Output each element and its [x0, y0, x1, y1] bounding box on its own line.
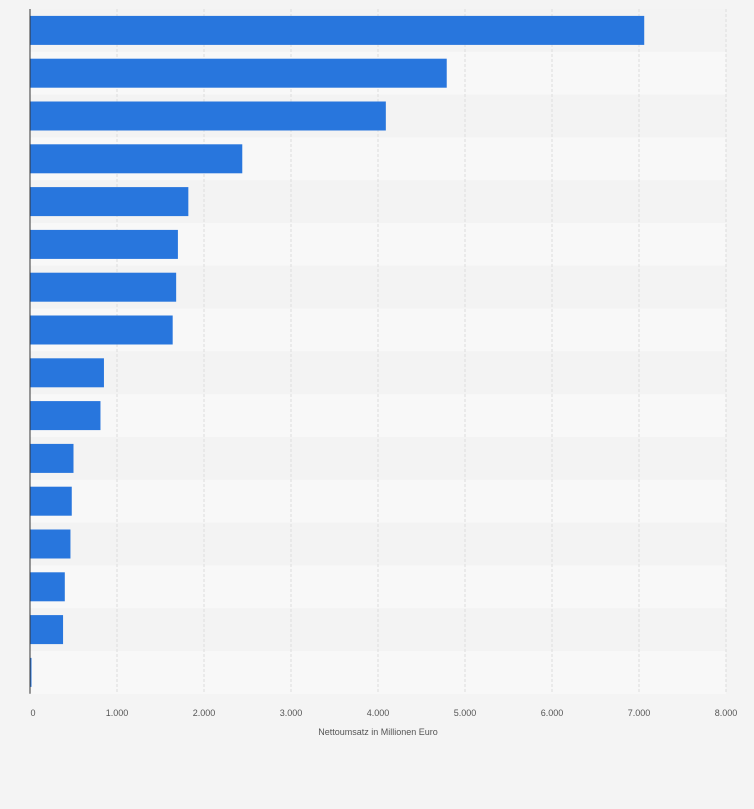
- x-tick-label: 4.000: [367, 708, 390, 718]
- x-tick-label: 0: [30, 708, 35, 718]
- x-tick-label: 6.000: [541, 708, 564, 718]
- bar[interactable]: [30, 615, 64, 645]
- bar[interactable]: [30, 101, 386, 131]
- x-tick-label: 2.000: [193, 708, 216, 718]
- bar[interactable]: [30, 229, 178, 259]
- gridlines: [116, 9, 727, 694]
- bar[interactable]: [30, 529, 71, 559]
- row-band: [30, 437, 726, 480]
- bar[interactable]: [30, 58, 447, 88]
- bar[interactable]: [30, 272, 177, 302]
- bar[interactable]: [30, 443, 74, 473]
- bar[interactable]: [30, 15, 645, 45]
- row-band: [30, 651, 726, 694]
- bar[interactable]: [30, 358, 104, 388]
- x-tick-label: 1.000: [106, 708, 129, 718]
- bar[interactable]: [30, 401, 101, 431]
- x-tick-label: 8.000: [715, 708, 738, 718]
- bar[interactable]: [30, 486, 72, 516]
- bars: [30, 15, 645, 687]
- x-tick-label: 5.000: [454, 708, 477, 718]
- x-axis-title: Nettoumsatz in Millionen Euro: [318, 727, 438, 737]
- x-axis-ticks: 0 1.000 2.000 3.000 4.000 5.000 6.000 7.000 8.00…: [30, 708, 737, 718]
- x-tick-label: 3.000: [280, 708, 303, 718]
- bar[interactable]: [30, 187, 189, 217]
- x-tick-label: 7.000: [628, 708, 651, 718]
- row-band: [30, 351, 726, 395]
- bar[interactable]: [30, 572, 65, 602]
- bar[interactable]: [30, 657, 32, 687]
- bar[interactable]: [30, 315, 173, 345]
- bar[interactable]: [30, 144, 243, 174]
